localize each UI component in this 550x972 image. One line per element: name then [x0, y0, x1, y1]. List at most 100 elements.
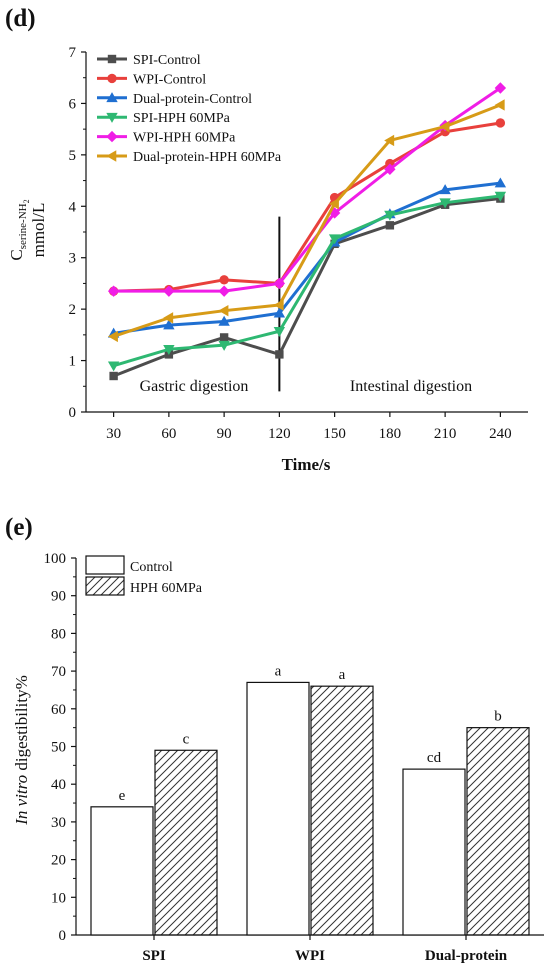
bar-chart-y-axis-title: In vitro digestibility% [12, 675, 31, 826]
legend-marker [107, 54, 117, 64]
bar-y-tick-label: 0 [59, 928, 67, 944]
bar-y-tick-label: 100 [44, 551, 67, 567]
bar-y-tick-label: 90 [51, 589, 66, 605]
data-point [439, 184, 451, 195]
data-point [218, 285, 230, 297]
legend-label: WPI-Control [133, 72, 206, 87]
y-tick-label: 1 [69, 354, 77, 370]
bar-chart-category-labels: SPI WPI Dual-protein [142, 948, 507, 964]
bar-legend-label: Control [130, 560, 173, 575]
data-point [384, 210, 396, 221]
legend-marker [106, 112, 118, 123]
bar-significance-label: cd [427, 750, 442, 766]
data-point [273, 307, 286, 318]
x-tick-label: 240 [489, 426, 512, 442]
bar [90, 806, 154, 936]
series-line [113, 103, 501, 338]
data-point [218, 304, 229, 317]
bar-legend-label: HPH 60MPa [130, 581, 203, 596]
x-tick-label: 120 [268, 426, 291, 442]
y-tick-label: 7 [69, 45, 77, 61]
annotation-gastric: Gastric digestion [140, 378, 249, 395]
y-title-sub2: 2 [22, 199, 31, 203]
legend-label: Dual-protein-HPH 60MPa [133, 150, 282, 165]
line-chart-y-tick-labels: 0 1 2 3 4 5 6 7 [69, 45, 77, 421]
data-point [494, 191, 507, 202]
bar-y-tick-label: 80 [51, 626, 66, 642]
line-chart-series [107, 82, 507, 381]
bar-legend-swatch [85, 555, 125, 575]
bar-y-tick-label: 70 [51, 664, 66, 680]
data-point [495, 118, 506, 128]
data-point [107, 361, 120, 372]
y-tick-label: 6 [69, 96, 77, 112]
legend-marker [106, 92, 118, 103]
data-point [107, 330, 118, 343]
data-point [163, 344, 175, 355]
line-chart-legend: SPI-Control WPI-Control Dual-protein-Contr… [97, 53, 282, 165]
bar-legend-swatch [85, 576, 125, 596]
y-tick-label: 5 [69, 148, 77, 164]
line-chart-x-tick-labels: 30 60 90 120 150 180 210 240 [106, 426, 512, 442]
x-tick-label: 210 [434, 426, 457, 442]
y-title-rest: digestibility% [12, 675, 31, 775]
category-label: Dual-protein [425, 948, 508, 964]
series-line [113, 197, 501, 378]
bar-chart: e c a a cd b 0 10 20 30 40 50 60 70 80 90 100 SPI WPI Dua… [12, 551, 544, 964]
y-title-sub: serine-NH [17, 203, 29, 249]
line-chart-y-axis-title: Cserine-NH2 mmol/L [7, 199, 48, 260]
annotation-intestinal: Intestinal digestion [350, 378, 472, 395]
bar-chart-y-tick-labels: 0 10 20 30 40 50 60 70 80 90 100 [44, 551, 67, 944]
data-point [494, 82, 507, 94]
data-point [218, 315, 230, 326]
legend-marker [106, 150, 117, 162]
line-chart: 0 1 2 3 4 5 6 7 30 60 90 120 150 180 210 240 Gastric d… [7, 45, 528, 474]
legend-label: SPI-HPH 60MPa [133, 111, 231, 126]
y-tick-label: 2 [69, 302, 77, 318]
line-chart-x-axis-title: Time/s [282, 455, 331, 474]
data-point [107, 285, 120, 297]
bar [246, 681, 310, 936]
legend-marker [107, 73, 117, 84]
bar-y-tick-label: 10 [51, 890, 66, 906]
line-chart-axes [81, 51, 528, 417]
series-line [113, 86, 502, 293]
svg-text:In vitro digestibility%: In vitro digestibility% [12, 675, 31, 826]
bar-chart-bars: e c a a cd b [90, 663, 530, 936]
bar-y-tick-label: 50 [51, 740, 66, 756]
bar [310, 685, 374, 936]
x-tick-label: 180 [379, 426, 402, 442]
y-title-main: C [7, 249, 26, 260]
data-point [163, 285, 175, 297]
y-tick-label: 4 [69, 199, 77, 215]
data-point [273, 277, 286, 290]
bar-significance-label: b [494, 709, 502, 725]
data-point [384, 134, 395, 147]
panel-e-label: (e) [5, 514, 33, 541]
data-point [328, 234, 341, 245]
series-line [113, 121, 501, 293]
data-point [219, 275, 229, 285]
bar [466, 727, 530, 936]
x-tick-label: 30 [106, 426, 121, 442]
legend-label: SPI-Control [133, 53, 201, 68]
series-line [113, 181, 501, 335]
series-line [113, 194, 501, 368]
bar-y-tick-label: 60 [51, 702, 66, 718]
x-tick-label: 90 [217, 426, 232, 442]
y-tick-label: 3 [69, 251, 77, 267]
svg-text:Cserine-NH2: Cserine-NH2 [7, 199, 31, 260]
bar-significance-label: e [119, 788, 126, 804]
data-point [439, 120, 450, 133]
data-point [494, 177, 507, 188]
bar [402, 768, 466, 936]
bar [154, 749, 218, 936]
data-point [384, 163, 396, 175]
x-tick-label: 60 [161, 426, 176, 442]
y-title-italic: In vitro [12, 775, 31, 826]
bar-y-tick-label: 40 [51, 777, 66, 793]
bar-significance-label: a [339, 667, 346, 683]
data-point [219, 333, 229, 342]
bar-significance-label: c [183, 731, 190, 747]
